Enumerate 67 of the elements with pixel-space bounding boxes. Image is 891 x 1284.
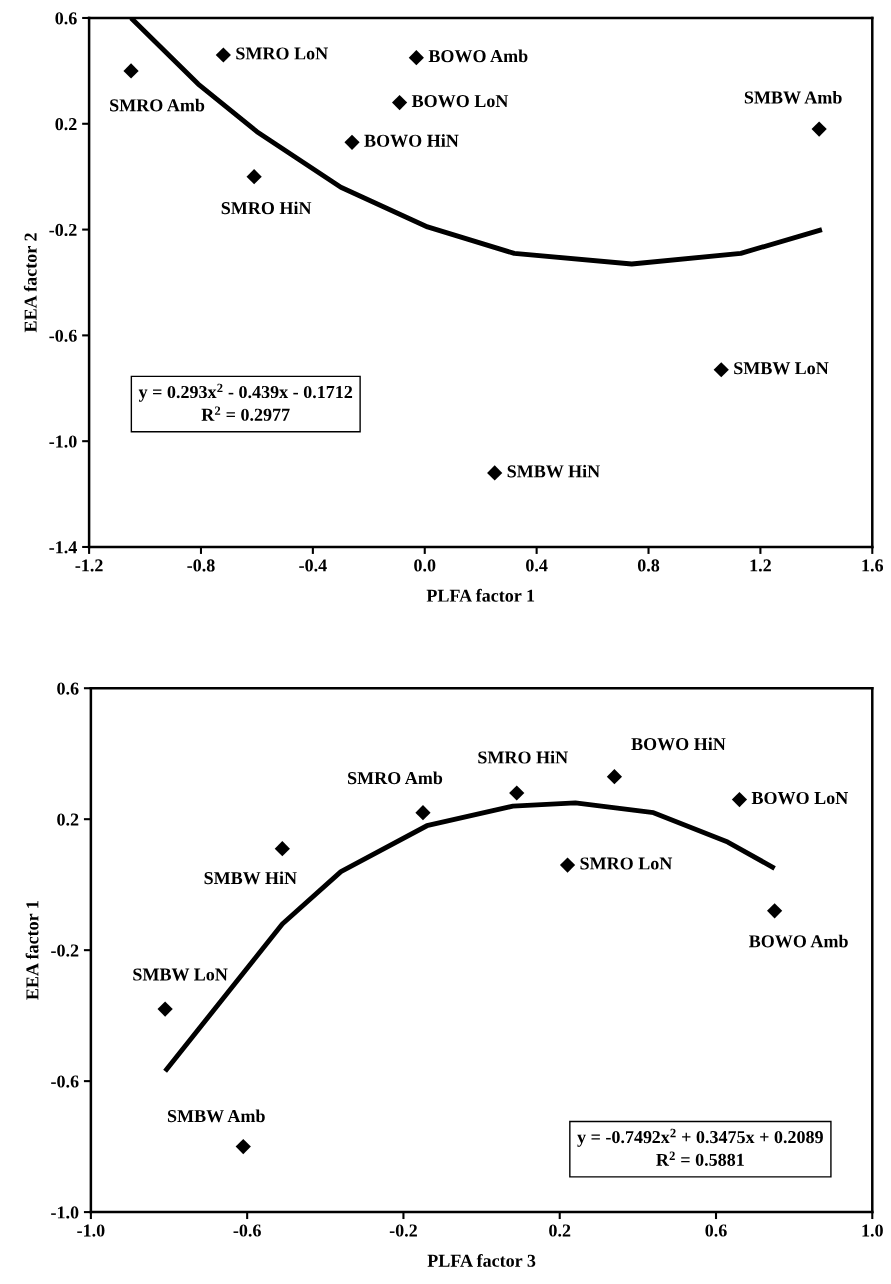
annotation: BOWO LoN — [751, 791, 849, 805]
point — [713, 362, 729, 378]
point — [123, 63, 139, 79]
x-tick-label: 0.8 — [637, 559, 660, 572]
x-tick-label: -0.4 — [299, 559, 327, 572]
x-tick-label: 0.6 — [705, 1224, 727, 1237]
x-tick-label: -0.8 — [187, 559, 215, 572]
point — [487, 465, 503, 481]
annotation: BOWO HiN — [631, 737, 726, 751]
annotation: SMRO LoN — [236, 47, 328, 60]
annotation: BOWO LoN — [411, 95, 509, 108]
point — [559, 857, 576, 873]
point — [415, 805, 431, 821]
point — [246, 169, 262, 185]
point — [157, 1001, 173, 1017]
y-tick-label: 0.6 — [55, 12, 77, 25]
point — [391, 95, 408, 111]
annotation: SMRO Amb — [348, 771, 443, 785]
annotation: SMRO HiN — [221, 201, 312, 215]
y-tick-label: 0.2 — [55, 118, 77, 131]
annotation: SMRO Amb — [110, 98, 205, 112]
x-axis-title: PLFA factor 1 — [426, 588, 535, 602]
point — [606, 769, 623, 785]
x-tick-label: -1.0 — [77, 1224, 105, 1237]
x-tick-label: 1.2 — [750, 559, 771, 572]
annotation: SMRO LoN — [580, 857, 673, 870]
annotation: SMBW HiN — [507, 464, 600, 478]
annotation: SMBW Amb — [167, 1109, 265, 1123]
annotation: SMRO HiN — [478, 750, 568, 764]
x-tick-label: -1.2 — [75, 559, 103, 572]
annotation: y = 0.293x$^{2}$ - 0.439x - 0.1712 R$^{2}$ = 0.2977 — [138, 383, 353, 421]
annotation: BOWO HiN — [364, 134, 459, 147]
annotation: SMBW LoN — [133, 968, 228, 981]
point — [731, 791, 748, 808]
y-tick-label: 0.6 — [57, 682, 79, 695]
annotation: BOWO Amb — [749, 934, 848, 948]
point — [235, 1139, 251, 1155]
x-tick-label: -0.6 — [233, 1224, 261, 1237]
point — [274, 841, 290, 857]
annotation: SMBW HiN — [204, 871, 297, 885]
point — [509, 785, 525, 801]
x-tick-label: 1.0 — [862, 1224, 883, 1237]
annotation: SMBW Amb — [744, 90, 842, 104]
x-tick-label: 1.6 — [862, 559, 884, 572]
y-tick-label: -1.0 — [49, 435, 77, 448]
y-tick-label: 0.2 — [57, 813, 79, 826]
annotation: SMBW LoN — [734, 362, 829, 375]
y-tick-label: -1.4 — [49, 541, 77, 554]
y-tick-label: -0.2 — [51, 944, 79, 957]
y-axis-title: EEA factor 1 — [25, 901, 39, 1000]
y-axis-title: EEA factor 2 — [23, 233, 37, 333]
x-tick-label: 0.2 — [549, 1224, 571, 1237]
x-tick-label: -0.2 — [389, 1224, 417, 1237]
y-tick-label: -1.0 — [51, 1206, 79, 1219]
point — [767, 903, 783, 919]
point — [811, 121, 827, 137]
x-tick-label: 0.4 — [526, 559, 548, 572]
point — [215, 47, 231, 63]
point — [344, 134, 360, 150]
y-tick-label: -0.6 — [49, 329, 77, 342]
annotation: BOWO Amb — [428, 49, 528, 63]
point — [408, 50, 424, 66]
annotation: y = -0.7492x$^{2}$ + 0.3475x + 0.2089 R$^{2}$ = 0.5881 — [577, 1128, 823, 1166]
y-tick-label: -0.2 — [49, 223, 77, 237]
x-tick-label: 0.0 — [414, 559, 436, 572]
x-axis-title: PLFA factor 3 — [427, 1253, 536, 1267]
y-tick-label: -0.6 — [51, 1075, 79, 1088]
